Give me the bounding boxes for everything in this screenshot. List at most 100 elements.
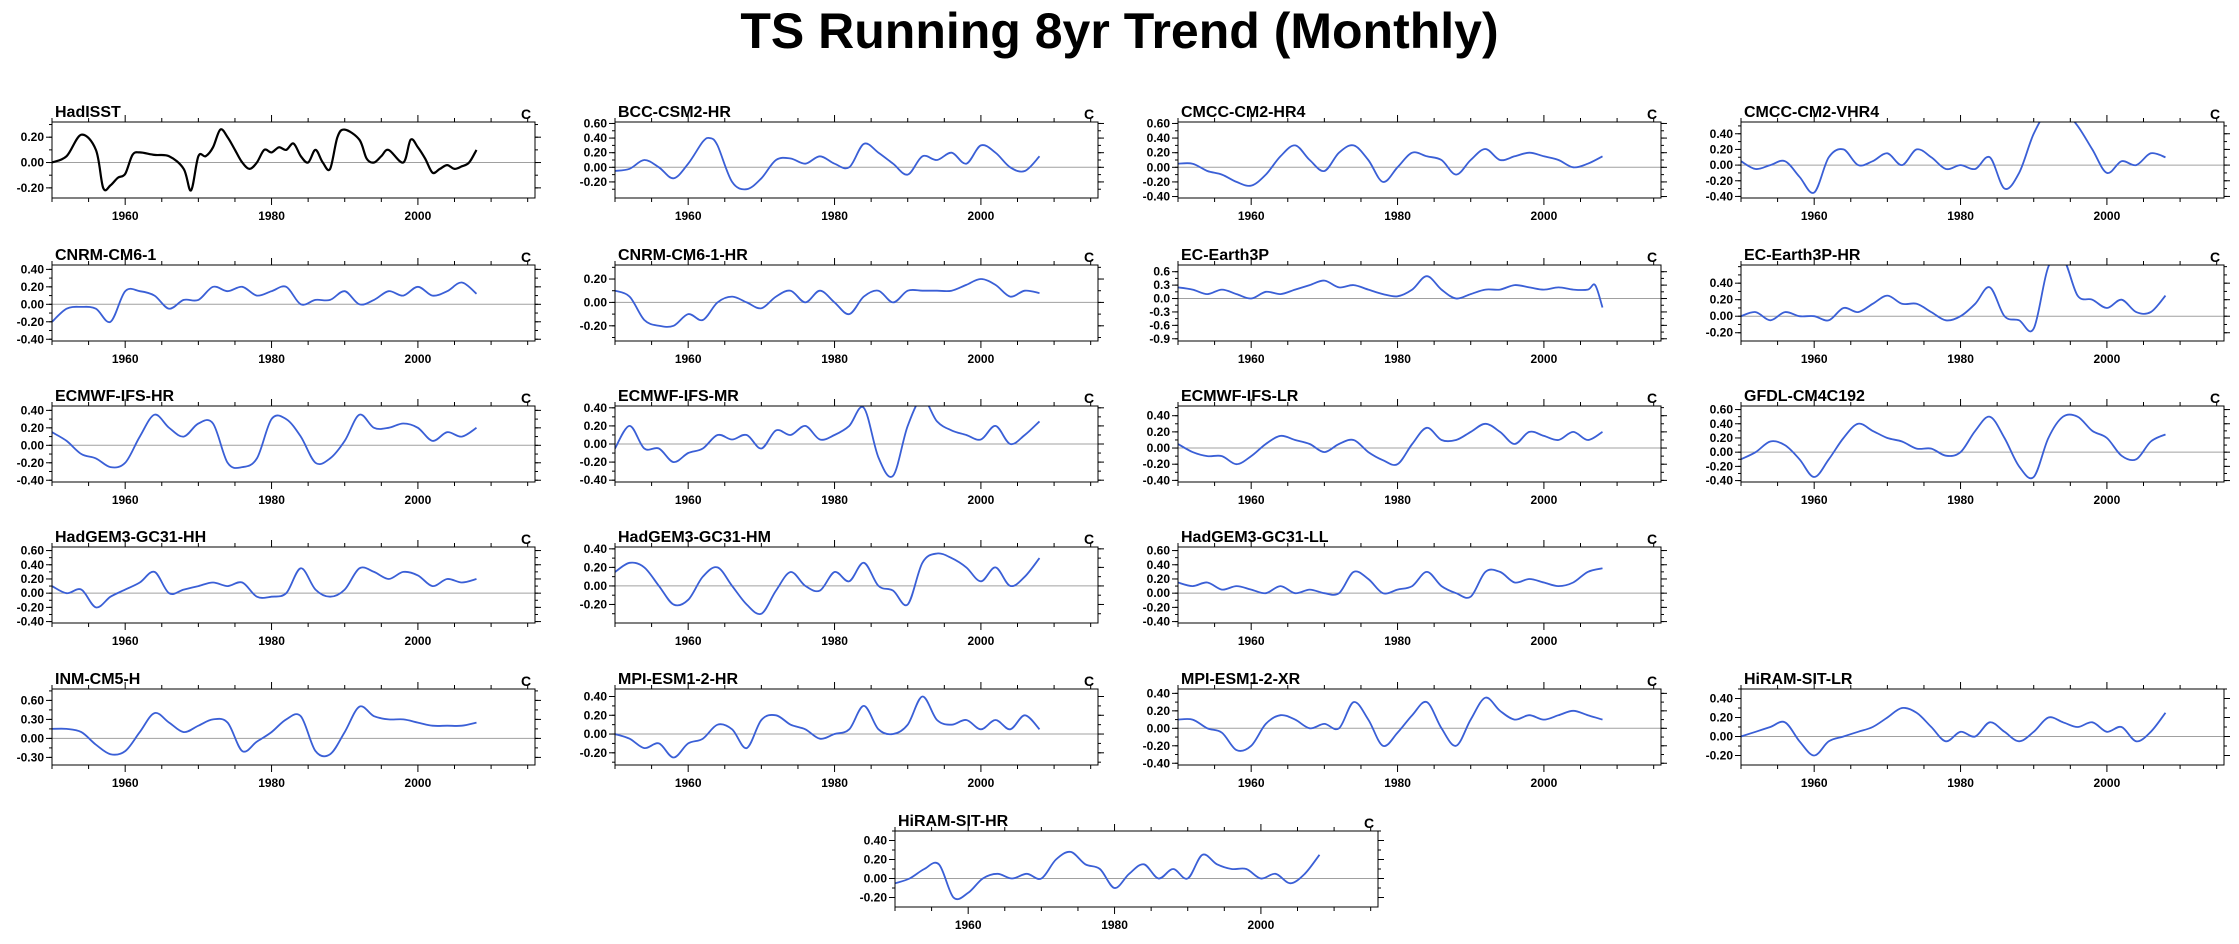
panel-title: HadGEM3-GC31-HH [55, 529, 206, 546]
x-tick-label: 1980 [1384, 493, 1411, 507]
y-tick-label: 0.00 [1147, 586, 1171, 600]
y-tick-label: -0.40 [17, 473, 45, 487]
y-tick-label: -0.20 [1706, 326, 1734, 340]
y-tick-label: 0.40 [1710, 692, 1734, 706]
panel-unit-label: C [1364, 815, 1374, 831]
y-tick-label: 0.20 [584, 272, 608, 286]
series-line [1178, 567, 1603, 599]
x-tick-label: 1980 [1947, 493, 1974, 507]
x-tick-label: 1980 [821, 634, 848, 648]
x-tick-label: 2000 [1531, 776, 1558, 790]
y-tick-label: 0.20 [21, 280, 45, 294]
y-tick-label: -0.20 [580, 319, 608, 333]
y-tick-label: 0.30 [21, 712, 45, 726]
y-tick-label: 0.60 [21, 693, 45, 707]
x-tick-label: 2000 [1531, 634, 1558, 648]
panel-unit-label: C [2210, 106, 2220, 122]
x-tick-label: 1960 [112, 352, 139, 366]
panel-ecmwf-ifs-hr: ECMWF-IFS-HR C 1960 1980 2000 -0.40 -0.20 0.00 0… [17, 388, 541, 507]
y-tick-label: -0.20 [860, 891, 888, 905]
y-tick-label: -0.40 [1143, 615, 1171, 629]
panel-unit-label: C [2210, 249, 2220, 265]
panel-frame [1177, 688, 1662, 766]
y-tick-label: 0.00 [21, 156, 45, 170]
series-line [1178, 422, 1603, 466]
panel-title: INM-CM5-H [55, 671, 140, 688]
x-tick-label: 1980 [1384, 209, 1411, 223]
y-tick-label: 0.00 [1147, 721, 1171, 735]
panel-bcc-csm2-hr: BCC-CSM2-HR C 1960 1980 2000 -0.200.000.200.4… [580, 104, 1104, 223]
x-tick-label: 1960 [675, 352, 702, 366]
panel-frame [614, 405, 1099, 483]
series-line [615, 136, 1041, 191]
panel-unit-label: C [521, 106, 531, 122]
x-tick-label: 2000 [2094, 209, 2121, 223]
y-tick-label: -0.40 [1143, 473, 1171, 487]
panel-unit-label: C [521, 531, 531, 547]
y-tick-label: 0.00 [584, 727, 608, 741]
panel-cnrm-cm6-1-hr: CNRM-CM6-1-HR C 1960 1980 2000 -0.20 0.00 0.20 [580, 247, 1104, 366]
x-tick-label: 1980 [821, 776, 848, 790]
y-tick-label: 0.00 [584, 437, 608, 451]
panel-unit-label: C [1647, 106, 1657, 122]
x-tick-label: 1960 [1238, 352, 1265, 366]
panel-title: EC-Earth3P-HR [1744, 247, 1861, 264]
series-line [615, 278, 1040, 328]
page-title: TS Running 8yr Trend (Monthly) [740, 3, 1499, 59]
panel-unit-label: C [1084, 531, 1094, 547]
series-line [1741, 706, 2167, 757]
y-tick-label: 0.40 [864, 834, 888, 848]
panel-frame [1177, 121, 1662, 199]
y-tick-label: -0.3 [1149, 305, 1170, 319]
panel-unit-label: C [1084, 390, 1094, 406]
x-tick-label: 2000 [405, 776, 432, 790]
y-tick-label: 0.40 [1710, 127, 1734, 141]
x-tick-label: 1960 [1801, 776, 1828, 790]
panel-frame [51, 264, 536, 342]
series-line [52, 413, 477, 469]
panel-unit-label: C [521, 390, 531, 406]
panel-title: HiRAM-SIT-LR [1744, 671, 1853, 688]
x-tick-label: 1960 [112, 493, 139, 507]
series-line [1741, 413, 2166, 480]
y-tick-label: 0.60 [21, 544, 45, 558]
series-line [615, 695, 1041, 759]
y-tick-label: 0.20 [21, 572, 45, 586]
y-tick-label: -0.20 [1143, 739, 1171, 753]
y-tick-label: 0.20 [21, 421, 45, 435]
y-tick-label: 0.20 [1710, 142, 1734, 156]
y-tick-label: 0.00 [21, 297, 45, 311]
y-tick-label: 0.00 [21, 586, 45, 600]
panel-unit-label: C [1647, 673, 1657, 689]
panel-frame [894, 830, 1379, 908]
x-tick-label: 2000 [405, 209, 432, 223]
x-tick-label: 2000 [2094, 352, 2121, 366]
panel-hiram-sit-lr: HiRAM-SIT-LR 1960 1980 2000 -0.20 0.00 0.20 0.4… [1706, 671, 2230, 790]
panel-frame [1740, 121, 2225, 199]
panel-title: HiRAM-SIT-HR [898, 813, 1009, 830]
series-line [895, 850, 1321, 901]
panel-ecmwf-ifs-lr: ECMWF-IFS-LR C 1960 1980 2000 -0.40 -0.20 0.00 0… [1143, 388, 1667, 507]
y-tick-label: 0.40 [1147, 686, 1171, 700]
x-tick-label: 2000 [1248, 918, 1275, 932]
x-tick-label: 1960 [1238, 493, 1265, 507]
x-tick-label: 2000 [968, 493, 995, 507]
y-tick-label: 0.40 [21, 403, 45, 417]
panel-title: ECMWF-IFS-HR [55, 388, 175, 405]
panel-frame [614, 688, 1099, 766]
y-tick-label: 0.40 [584, 401, 608, 415]
panel-hadisst: HadISST C 1960 1980 2000 -0.20 0.00 0.20 [17, 104, 541, 223]
y-tick-label: 0.20 [584, 146, 608, 160]
panel-frame [1177, 264, 1662, 342]
y-tick-label: -0.20 [1706, 459, 1734, 473]
y-tick-label: 0.40 [1710, 417, 1734, 431]
y-tick-label: -0.20 [580, 175, 608, 189]
y-tick-label: 0.40 [1147, 409, 1171, 423]
panel-title: HadGEM3-GC31-LL [1181, 529, 1329, 546]
y-tick-label: 0.20 [584, 708, 608, 722]
x-tick-label: 1980 [1101, 918, 1128, 932]
panel-frame [614, 546, 1099, 624]
series-line [52, 566, 477, 609]
